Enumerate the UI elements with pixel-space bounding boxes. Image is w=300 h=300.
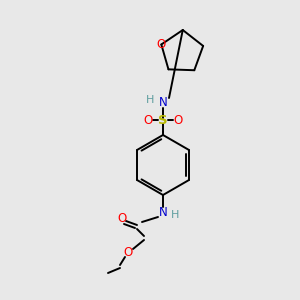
- Text: H: H: [146, 95, 154, 105]
- Text: S: S: [158, 113, 168, 127]
- Text: O: O: [157, 38, 166, 51]
- Text: O: O: [123, 247, 133, 260]
- Text: N: N: [159, 97, 167, 110]
- Text: O: O: [117, 212, 127, 224]
- Text: H: H: [171, 210, 179, 220]
- Text: O: O: [173, 113, 183, 127]
- Text: O: O: [143, 113, 153, 127]
- Text: N: N: [159, 206, 167, 218]
